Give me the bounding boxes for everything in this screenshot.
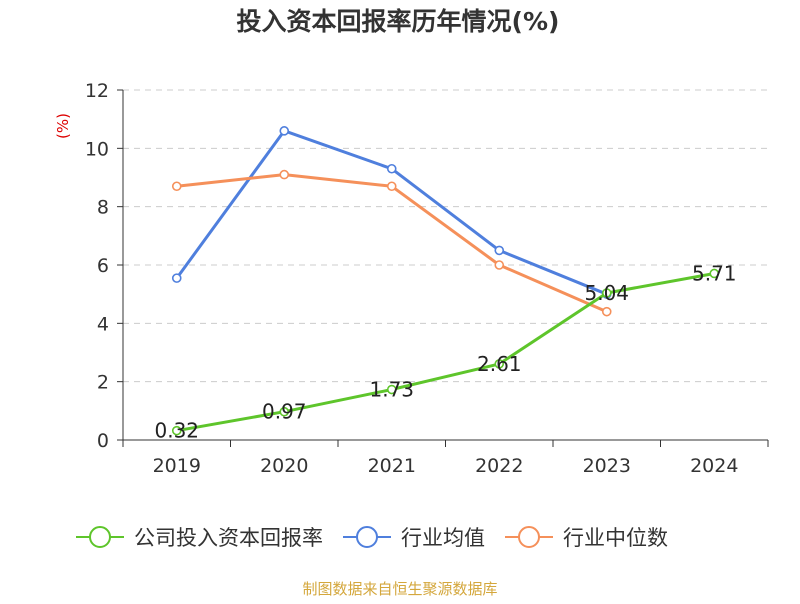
x-tick-label: 2024 <box>690 455 738 477</box>
legend-marker-2 <box>518 526 540 548</box>
data-point <box>171 273 182 283</box>
data-point <box>171 425 182 436</box>
legend: 公司投入资本回报率 行业均值 行业中位数 <box>76 526 668 550</box>
y-tick-label: 12 <box>85 80 109 102</box>
x-tick-label: 2020 <box>260 455 308 477</box>
y-tick-label: 8 <box>97 197 109 219</box>
x-tick-label: 2022 <box>475 455 523 477</box>
data-label: 2.61 <box>477 352 522 376</box>
data-point <box>386 163 397 174</box>
data-label: 1.73 <box>369 378 414 402</box>
data-point <box>279 169 290 180</box>
legend-marker-0 <box>89 526 111 548</box>
source-note: 制图数据来自恒生聚源数据库 <box>302 580 497 598</box>
x-tick-label: 2021 <box>368 455 416 477</box>
data-point <box>386 384 397 395</box>
series-lines <box>171 126 720 436</box>
y-tick-label: 2 <box>97 372 109 394</box>
data-point <box>601 288 612 298</box>
data-point <box>601 306 612 317</box>
x-tick-label: 2023 <box>583 455 631 477</box>
data-point <box>279 406 290 417</box>
chart-title: 投入资本回报率历年情况(%) <box>237 7 560 36</box>
y-axis-label: (%) <box>54 113 72 139</box>
data-label: 5.04 <box>584 281 629 305</box>
grid-lines <box>123 89 768 383</box>
legend-marker-1 <box>356 526 378 548</box>
data-label: 0.97 <box>262 400 307 424</box>
data-labels: 0.32 0.97 1.73 2.61 5.04 5.71 <box>154 261 736 442</box>
data-label: 5.71 <box>692 261 737 285</box>
y-tick-label: 10 <box>85 138 109 160</box>
x-tick-label: 2019 <box>153 455 201 477</box>
legend-label-1: 行业均值 <box>401 526 485 550</box>
y-tick-label: 4 <box>97 313 109 335</box>
data-point <box>494 245 505 256</box>
data-point <box>494 359 505 369</box>
data-point <box>494 260 505 270</box>
data-point <box>171 181 182 192</box>
legend-label-0: 公司投入资本回报率 <box>134 526 323 550</box>
data-point <box>709 268 720 279</box>
data-point <box>386 181 397 192</box>
legend-label-2: 行业中位数 <box>563 526 668 550</box>
y-tick-label: 0 <box>97 430 109 452</box>
series-line-0 <box>176 272 715 433</box>
series-line-1 <box>175 129 608 296</box>
y-tick-label: 6 <box>97 255 109 277</box>
axes: 0 2 4 6 8 10 12 2019 2020 2021 2022 2023 2024 <box>85 80 769 477</box>
data-label: 0.32 <box>154 419 199 443</box>
data-point <box>279 126 290 136</box>
series-line-2 <box>176 173 608 314</box>
